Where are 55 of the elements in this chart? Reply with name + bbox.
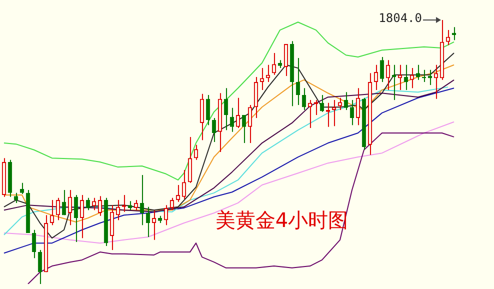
- candlestick: [434, 64, 438, 100]
- candlestick: [212, 117, 216, 142]
- candlestick: [254, 76, 258, 118]
- candlestick: [116, 200, 120, 221]
- candlestick: [182, 169, 186, 200]
- candlestick: [188, 136, 192, 184]
- candlestick: [152, 210, 156, 240]
- candlestick: [92, 197, 96, 211]
- candlestick: [386, 60, 390, 90]
- candlestick: [350, 99, 354, 126]
- candlestick: [110, 204, 114, 250]
- candlestick: [332, 99, 336, 127]
- candlestick: [140, 174, 144, 226]
- candlestick: [80, 194, 84, 239]
- candlestick: [284, 44, 288, 76]
- candlestick: [374, 64, 378, 90]
- candlestick: [416, 64, 420, 80]
- candlestick: [146, 206, 150, 238]
- candlestick: [380, 56, 384, 83]
- candlestick: [356, 88, 360, 126]
- candlestick: [170, 197, 174, 211]
- candlestick: [68, 190, 72, 226]
- candlestick: [338, 97, 342, 111]
- candlestick: [62, 190, 66, 216]
- candlestick: [194, 144, 198, 160]
- candlestick: [176, 184, 180, 202]
- candlestick: [98, 196, 102, 216]
- candlestick: [422, 69, 426, 83]
- candlestick: [200, 93, 204, 141]
- candlestick: [344, 92, 348, 111]
- candlestick: [404, 64, 408, 90]
- candlestick: [134, 200, 138, 211]
- candlestick: [56, 197, 60, 221]
- candlestick: [242, 114, 246, 144]
- candlestick: [230, 107, 234, 132]
- candlestick: [236, 97, 240, 128]
- candlestick: [86, 197, 90, 211]
- candlestick: [206, 94, 210, 126]
- candlestick: [320, 94, 324, 112]
- candlestick: [224, 88, 228, 131]
- candlestick: [20, 182, 24, 194]
- candlestick: [302, 88, 306, 111]
- candlestick: [14, 192, 18, 204]
- candlestick: [296, 58, 300, 106]
- candlestick: [164, 204, 168, 226]
- candlestick: [272, 52, 276, 76]
- candlestick: [32, 229, 36, 259]
- candlestick: [74, 194, 78, 243]
- candlestick: [248, 104, 252, 144]
- candlestick: [446, 30, 450, 46]
- annotation: 1804.0: [378, 11, 422, 26]
- candlestick: [260, 68, 264, 90]
- candlestick: [410, 68, 414, 89]
- candlestick: [38, 249, 42, 284]
- candlestick: [50, 200, 54, 226]
